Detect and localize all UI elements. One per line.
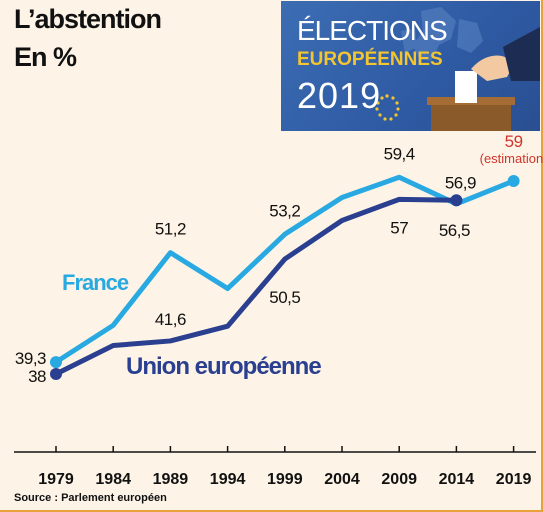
series-point-ue-end [450, 194, 463, 207]
banner-line-year: 2019 [297, 75, 382, 116]
x-tick-label: 2009 [381, 471, 417, 488]
page-title: L’abstention [14, 4, 162, 34]
series-annotation-france: France [62, 270, 129, 295]
series-point-ue-start [50, 368, 62, 381]
x-axis: 1979 1984 1989 1994 1999 2004 2009 2014 2019 [14, 446, 536, 488]
data-label: 53,2 [269, 201, 300, 220]
label-layer: 39,338 51,2 41,6 53,2 50,5 59,4 57 56,9 56,5 59(e… [15, 132, 543, 386]
x-tick-label: 1979 [38, 471, 74, 488]
elections-banner: ÉLECTIONS EUROPÉENNES 2019 [281, 1, 540, 131]
series-point-france-start [50, 356, 62, 369]
x-tick-label: 1999 [267, 471, 303, 488]
data-label: (estimation) [480, 151, 543, 166]
banner-line-elections: ÉLECTIONS [297, 15, 448, 46]
data-label: 51,2 [155, 220, 186, 239]
data-label: 56,5 [439, 221, 470, 240]
data-label: 59,4 [384, 144, 415, 163]
data-label: 39,3 [15, 349, 46, 368]
data-label: 59 [505, 132, 523, 151]
banner-line-europeennes: EUROPÉENNES [297, 49, 443, 70]
data-label: 38 [28, 367, 46, 386]
series-point-france-end [507, 174, 520, 187]
x-tick-label: 2019 [496, 471, 532, 488]
series-annotation-ue: Union européenne [126, 353, 321, 380]
x-tick-label: 1984 [95, 471, 131, 488]
series-layer [50, 174, 520, 381]
x-tick-label: 2004 [324, 471, 360, 488]
data-label: 56,9 [445, 173, 476, 192]
page-subtitle: En % [14, 42, 77, 72]
series-line-france [53, 174, 517, 365]
data-label: 57 [390, 218, 408, 237]
x-tick-label: 2014 [439, 471, 475, 488]
x-tick-label: 1989 [153, 471, 189, 488]
source-note: Source : Parlement européen [14, 492, 167, 504]
data-label: 50,5 [269, 288, 300, 307]
x-tick-label: 1994 [210, 471, 246, 488]
banner-illustration [375, 7, 540, 131]
series-line-ue [53, 196, 459, 377]
data-label: 41,6 [155, 310, 186, 329]
